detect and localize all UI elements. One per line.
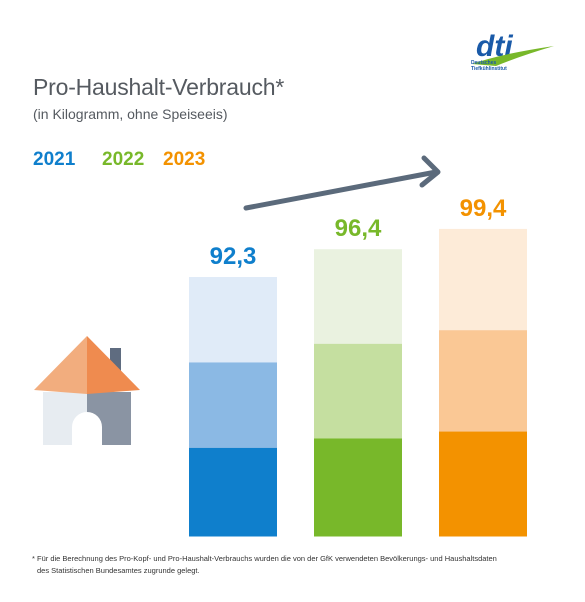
bar-2021-segment-dark — [189, 447, 277, 537]
trend-arrow-icon — [243, 155, 441, 211]
logo-swoosh — [472, 46, 554, 66]
logo-subtext-line2: Tiefkühlinstitut — [471, 65, 507, 72]
logo-subtext: Deutsches Tiefkühlinstitut — [471, 60, 507, 73]
bar-value-label-2023: 99,4 — [460, 195, 507, 222]
house-roof-left — [34, 336, 87, 394]
house-icon — [34, 336, 140, 445]
bar-2023-segment-light — [439, 228, 527, 331]
chart-subtitle: (in Kilogramm, ohne Speiseeis) — [33, 106, 228, 122]
bar-2021-segment-light — [189, 277, 277, 363]
dti-logo-icon: dti — [472, 30, 554, 66]
house-roof-right — [87, 336, 140, 394]
footnote-line-2: des Statistischen Bundesamtes zugrunde g… — [37, 565, 200, 575]
footnote-line-1: * Für die Berechnung des Pro-Kopf- und P… — [32, 554, 497, 563]
house-chimney — [110, 348, 121, 374]
bar-2023-segment-mid — [439, 330, 527, 433]
legend-item-2021: 2021 — [33, 149, 76, 170]
legend-item-2023: 2023 — [163, 149, 206, 170]
bar-2022-segment-dark — [314, 438, 402, 537]
bar-value-label-2021: 92,3 — [210, 243, 257, 270]
bars-group: 92,3 96,4 99,4 — [189, 195, 527, 537]
logo-subtext-line1: Deutsches — [471, 60, 497, 66]
footnote: * Für die Berechnung des Pro-Kopf- und P… — [32, 553, 552, 576]
legend-item-2022: 2022 — [102, 149, 145, 170]
bar-value-label-2022: 96,4 — [335, 215, 382, 242]
chart-title: Pro-Haushalt-Verbrauch* — [33, 74, 285, 100]
house-door — [72, 412, 102, 445]
bar-2021-segment-mid — [189, 362, 277, 449]
bar-2023-segment-dark — [439, 431, 527, 537]
bar-2022-segment-mid — [314, 343, 402, 439]
bar-2022-segment-light — [314, 249, 402, 345]
